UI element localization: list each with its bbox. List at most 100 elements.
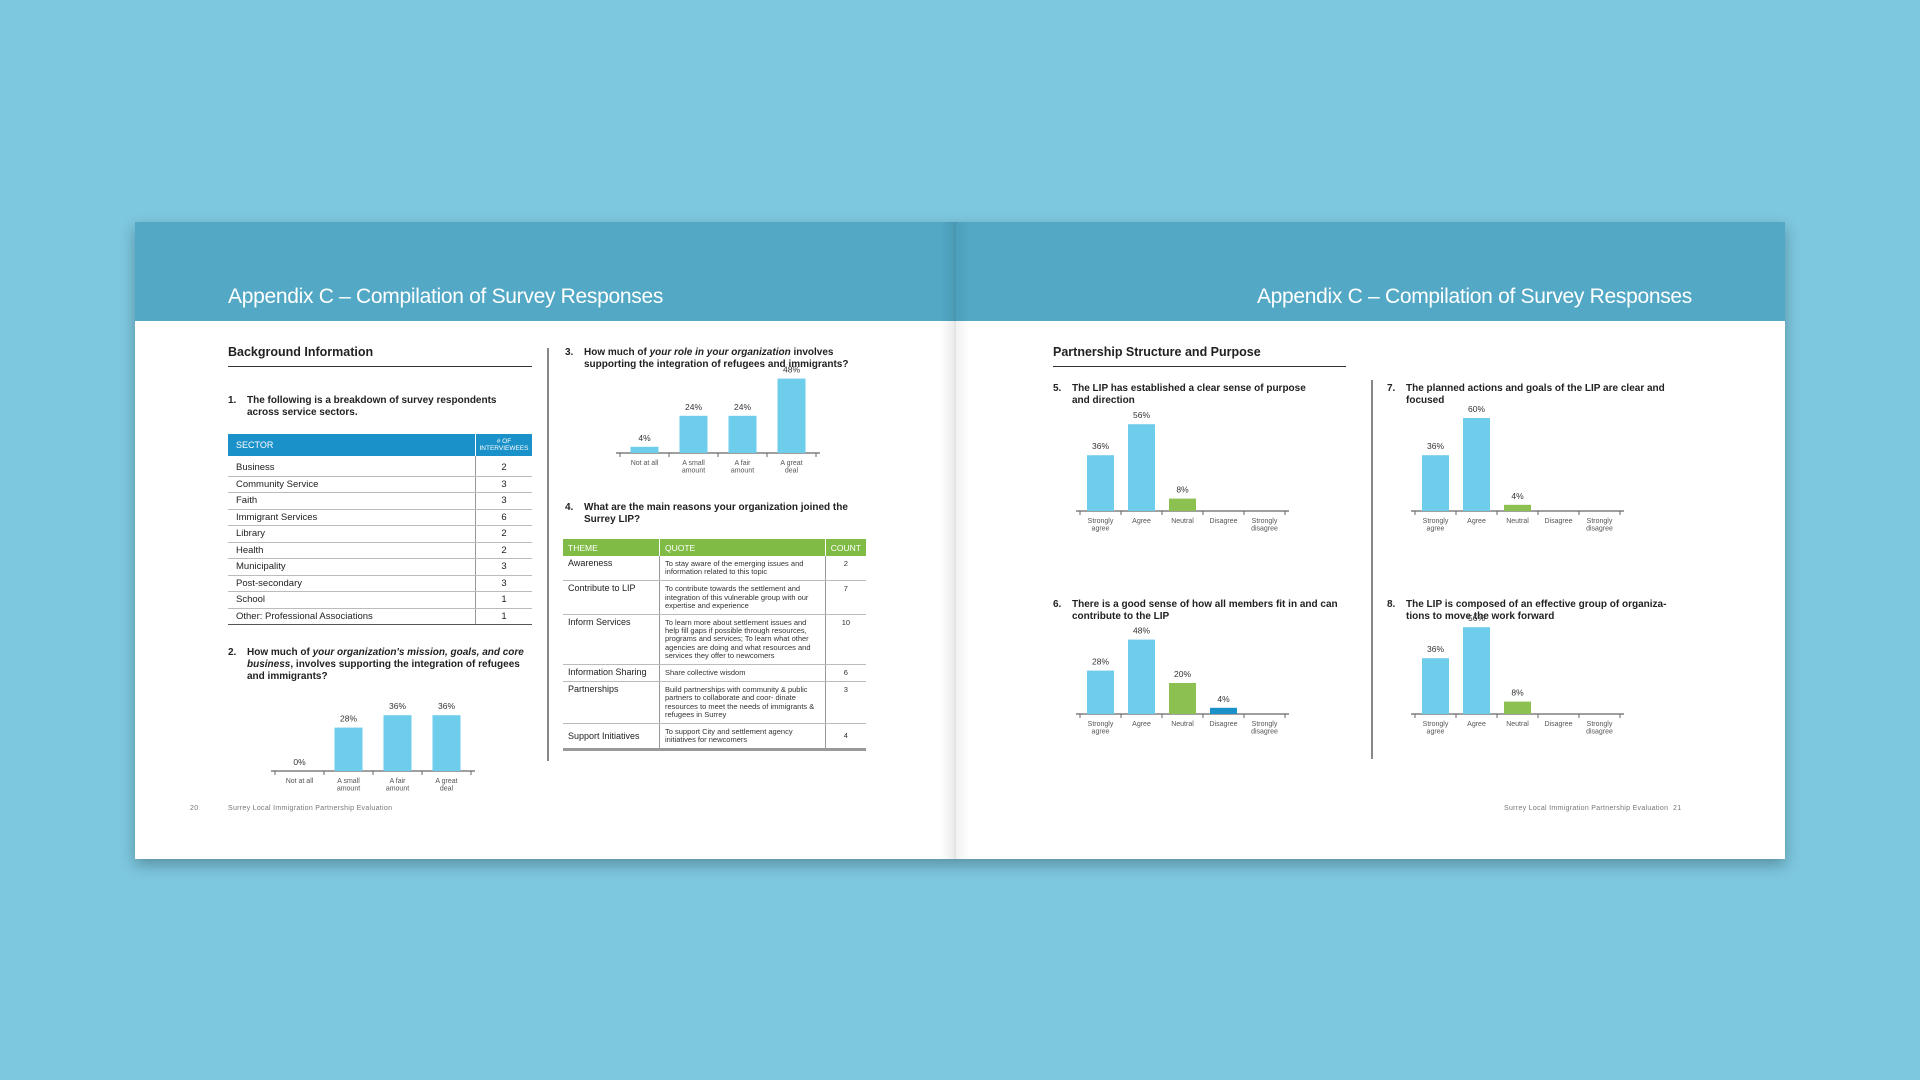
sector-row: Health 2 xyxy=(228,542,532,559)
theme-quote: To learn more about settlement issues an… xyxy=(659,614,826,666)
chart-value-label: 60% xyxy=(1468,404,1485,414)
theme-count: 2 xyxy=(824,556,866,582)
question-3: 3. How much of your role in your organiz… xyxy=(565,347,865,371)
sector-row: Post-secondary 3 xyxy=(228,575,532,592)
theme-row: Support Initiatives To support City and s… xyxy=(563,723,866,752)
sector-row: Immigrant Services 6 xyxy=(228,509,532,526)
chart-category-label: Strongly xyxy=(1423,518,1449,525)
question-1-number: 1. xyxy=(228,395,237,406)
chart-category-label: Strongly xyxy=(1088,721,1114,728)
chart-category-label: amount xyxy=(731,468,754,475)
chart-bar xyxy=(1128,424,1155,511)
sector-name: School xyxy=(228,591,476,609)
theme-name: Information Sharing xyxy=(563,664,660,683)
chart-category-label: Disagree xyxy=(1209,721,1237,728)
chart-bar xyxy=(1463,418,1490,511)
chart-value-label: 56% xyxy=(1468,613,1485,623)
question-3-number: 3. xyxy=(565,347,574,358)
left-page: Appendix C – Compilation of Survey Respo… xyxy=(135,222,952,859)
chart-category-label: A fair xyxy=(735,460,752,467)
sector-count: 3 xyxy=(475,476,532,493)
chart-category-label: Not at all xyxy=(631,460,659,467)
question-6-number: 6. xyxy=(1053,599,1062,610)
sector-name: Community Service xyxy=(228,476,476,493)
theme-name: Support Initiatives xyxy=(563,723,660,752)
chart-category-label: agree xyxy=(1427,526,1445,533)
chart-category-label: disagree xyxy=(1586,526,1613,533)
chart-value-label: 8% xyxy=(1511,688,1524,698)
theme-row: Information Sharing Share collective wisd… xyxy=(563,664,866,683)
sector-row: Community Service 3 xyxy=(228,476,532,493)
sector-count: 1 xyxy=(475,591,532,609)
chart-category-label: Neutral xyxy=(1506,721,1529,728)
sector-count: 6 xyxy=(475,509,532,526)
sector-row: Library 2 xyxy=(228,525,532,543)
chart-value-label: 48% xyxy=(783,365,800,375)
chart-bar xyxy=(1463,627,1490,714)
background-info-title: Background Information xyxy=(228,345,532,367)
sector-row: Other: Professional Associations 1 xyxy=(228,608,532,625)
chart-category-label: Disagree xyxy=(1544,721,1572,728)
chart-value-label: 36% xyxy=(438,701,455,711)
question-5-number: 5. xyxy=(1053,383,1062,394)
sector-count: 2 xyxy=(475,525,532,543)
chart-bar xyxy=(334,727,363,771)
chart-value-label: 4% xyxy=(638,433,651,443)
chart-bar xyxy=(1504,701,1531,714)
chart-category-label: Strongly xyxy=(1252,518,1278,525)
chart-category-label: Disagree xyxy=(1209,518,1237,525)
chart-category-label: Agree xyxy=(1467,518,1486,525)
chart-bar xyxy=(1422,455,1449,511)
theme-header: THEME xyxy=(563,539,660,556)
right-column-divider xyxy=(1371,380,1373,759)
chart-value-label: 28% xyxy=(1092,657,1109,667)
sector-count: 2 xyxy=(475,456,532,477)
left-page-number: 20 xyxy=(190,805,199,812)
sector-name: Other: Professional Associations xyxy=(228,608,476,625)
chart-category-label: disagree xyxy=(1251,526,1278,533)
theme-name: Awareness xyxy=(563,556,660,582)
chart-category-label: Strongly xyxy=(1587,721,1613,728)
chart-category-label: Agree xyxy=(1132,518,1151,525)
chart-bar xyxy=(777,378,806,453)
question-4-text: What are the main reasons your organizat… xyxy=(584,502,848,525)
theme-quote: To contribute towards the settlement and… xyxy=(659,580,826,616)
chart-category-label: deal xyxy=(440,786,454,793)
chart-category-label: Agree xyxy=(1132,721,1151,728)
chart-bar xyxy=(1504,504,1531,511)
theme-count: 3 xyxy=(824,681,866,725)
theme-row: Partnerships Build partnerships with comm… xyxy=(563,681,866,725)
chart-category-label: deal xyxy=(785,468,799,475)
chart-category-label: A small xyxy=(682,460,705,467)
report-spread: Appendix C – Compilation of Survey Respo… xyxy=(135,222,1785,859)
question-6-text: There is a good sense of how all members… xyxy=(1072,599,1338,622)
chart-value-label: 56% xyxy=(1133,410,1150,420)
theme-row: Contribute to LIP To contribute towards t… xyxy=(563,580,866,616)
theme-name: Partnerships xyxy=(563,681,660,725)
question-2-text: How much of your organization's mission,… xyxy=(247,647,524,682)
question-8: 8. The LIP is composed of an effective g… xyxy=(1387,599,1677,623)
right-header-band: Appendix C – Compilation of Survey Respo… xyxy=(952,222,1785,321)
theme-table-header: THEME QUOTE COUNT xyxy=(563,539,866,556)
left-column-divider xyxy=(547,348,549,761)
sector-name: Library xyxy=(228,525,476,543)
chart-category-label: Neutral xyxy=(1171,518,1194,525)
left-header-band: Appendix C – Compilation of Survey Respo… xyxy=(135,222,952,321)
count-header: COUNT xyxy=(824,539,866,556)
question-3-text: How much of your role in your organizati… xyxy=(584,347,849,370)
question-4: 4. What are the main reasons your organi… xyxy=(565,502,865,526)
question-7-text: The planned actions and goals of the LIP… xyxy=(1406,383,1665,406)
sector-row: School 1 xyxy=(228,591,532,609)
chart-category-label: A small xyxy=(337,778,360,785)
sector-name: Immigrant Services xyxy=(228,509,476,526)
theme-count: 4 xyxy=(824,723,866,752)
chart-value-label: 36% xyxy=(1092,441,1109,451)
chart-value-label: 36% xyxy=(389,701,406,711)
theme-row: Inform Services To learn more about settl… xyxy=(563,614,866,666)
chart-category-label: amount xyxy=(386,786,409,793)
question-6: 6. There is a good sense of how all memb… xyxy=(1053,599,1358,623)
question-1-text: The following is a breakdown of survey r… xyxy=(247,395,497,418)
chart-value-label: 36% xyxy=(1427,441,1444,451)
